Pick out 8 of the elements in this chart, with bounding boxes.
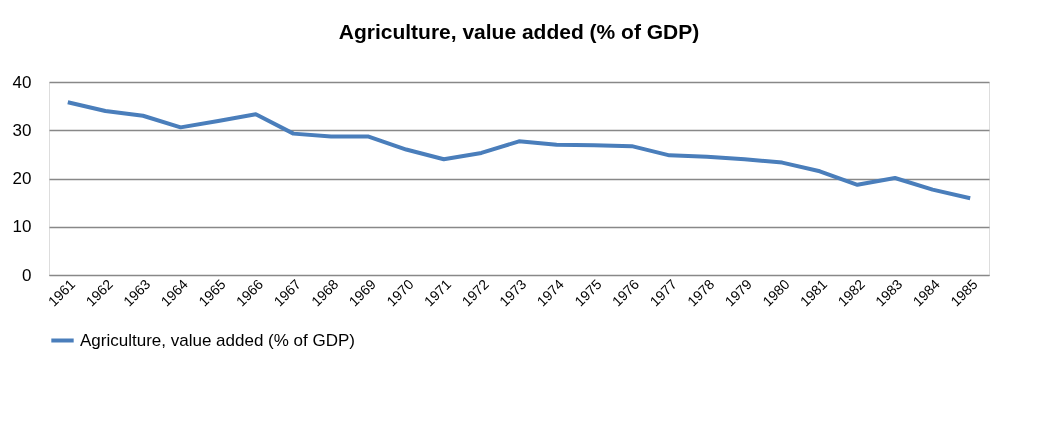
y-tick-label: 40 [12,72,32,92]
y-tick-label: 20 [12,169,32,188]
line-series [65,100,973,201]
legend-label: Agriculture, value added (% of GDP) [80,330,355,350]
y-tick-label: 30 [12,120,32,140]
chart-title: Agriculture, value added (% of GDP) [338,20,700,43]
y-tick-label: 0 [22,265,32,285]
y-tick-label: 10 [12,217,32,237]
